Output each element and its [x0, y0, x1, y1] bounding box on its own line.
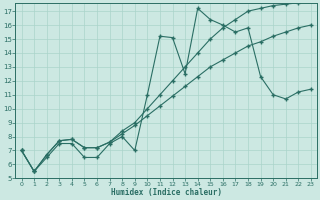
X-axis label: Humidex (Indice chaleur): Humidex (Indice chaleur)	[111, 188, 222, 197]
